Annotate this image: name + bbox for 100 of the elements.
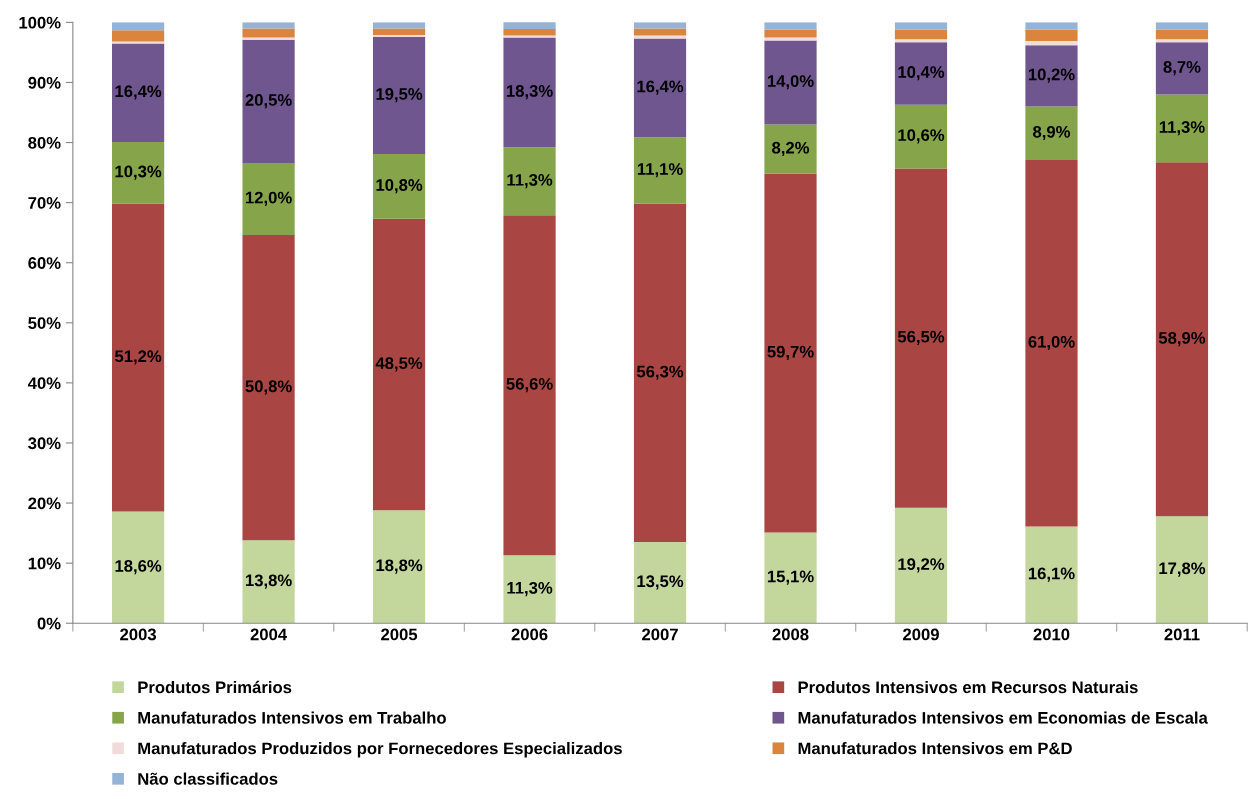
x-tick-label: 2003 [120,628,157,641]
bar [111,141,165,204]
data-label: 19,5% [376,88,423,103]
data-label: 8,7% [1163,61,1201,76]
bar [503,215,556,556]
data-label: 10,4% [898,66,945,81]
y-tick-label: 10% [28,557,61,570]
data-label: 59,7% [767,345,814,361]
bar [894,168,948,508]
bar [372,36,426,154]
legend-label: Manufaturados Intensivos em P&D [798,742,1072,755]
bar [1155,94,1209,163]
bar [894,507,948,624]
legend-label: Manufaturados Intensivos em Trabalho [138,711,446,724]
legend-label: Produtos Primários [138,680,292,694]
data-label: 56,5% [897,330,945,346]
bar [1025,159,1078,527]
bar [1155,516,1209,624]
bar [503,37,556,148]
data-label: 19,2% [898,558,945,573]
bar [633,28,687,36]
bar [894,104,948,169]
bar [242,39,295,163]
x-tick-label: 2010 [1033,628,1070,641]
bar [633,203,687,543]
legend-label: Produtos Intensivos em Recursos Naturais [798,680,1138,694]
bar [503,22,556,29]
x-tick-label: 2004 [250,628,288,641]
data-label: 50,8% [245,380,292,395]
y-tick-label: 30% [28,437,61,450]
data-label: 10,6% [898,129,945,144]
bar [503,28,556,36]
bar [764,173,817,533]
bar [242,37,295,40]
bar [1025,29,1078,41]
y-tick-label: 20% [28,497,61,510]
data-label: 61,0% [1028,335,1075,351]
data-label: 14,0% [767,75,814,90]
data-label: 11,3% [507,173,553,189]
bar [1025,106,1078,160]
bar [111,43,165,142]
data-label: 13,8% [246,574,292,589]
x-tick-label: 2005 [381,628,418,641]
bar [111,30,165,42]
bar [1155,39,1209,43]
data-label: 58,9% [1158,331,1206,347]
data-label: 10,2% [1028,68,1075,83]
data-label: 11,3% [507,581,553,597]
data-label: 48,5% [375,357,423,372]
bar [372,510,426,624]
data-label: 12,0% [246,191,292,206]
y-tick-label: 40% [27,377,61,390]
bar [764,22,817,30]
bar [894,42,948,105]
bar [242,540,295,624]
bar [1155,162,1209,517]
bar [764,29,817,38]
bar [1025,45,1078,107]
y-tick-label: 90% [28,76,61,89]
legend-label: Manufaturados Intensivos em Economias de Escala [798,711,1208,724]
bar [764,532,817,624]
bar [111,203,165,512]
y-tick-label: 0% [37,617,61,630]
bar [764,40,817,125]
data-label: 11,3% [1159,121,1205,136]
legend-label: Não classificados [138,772,278,785]
data-label: 16,4% [115,85,162,100]
data-label: 18,3% [506,85,553,100]
data-label: 8,2% [772,141,810,157]
x-tick-label: 2009 [903,628,939,641]
bar [1155,22,1209,30]
y-tick-label: 80% [28,136,61,149]
data-label: 10,3% [115,165,162,180]
bar [633,38,687,138]
data-label: 16,1% [1028,567,1075,582]
bar [1025,41,1078,46]
legend-label: Manufaturados Produzidos por Fornecedores Especializados [138,742,622,758]
data-label: 18,8% [376,559,423,574]
data-label: 51,2% [114,350,162,365]
bar [764,124,817,174]
bar [894,29,948,40]
bar [1025,22,1078,30]
bar [503,555,556,624]
bar [633,542,687,624]
data-label: 13,5% [637,575,684,590]
data-label: 56,6% [506,377,553,393]
data-label: 10,8% [376,179,423,194]
bar [111,511,165,624]
data-label: 15,1% [767,570,814,585]
bar [1155,29,1209,40]
y-tick-label: 60% [28,257,61,269]
y-tick-label: 70% [28,197,61,209]
bar [764,37,817,41]
bar [372,153,426,219]
bar [503,147,556,216]
x-tick-label: 2006 [511,628,548,641]
x-tick-label: 2011 [1164,628,1200,641]
x-tick-label: 2008 [772,628,809,641]
bar [242,235,295,541]
bar [633,137,687,204]
